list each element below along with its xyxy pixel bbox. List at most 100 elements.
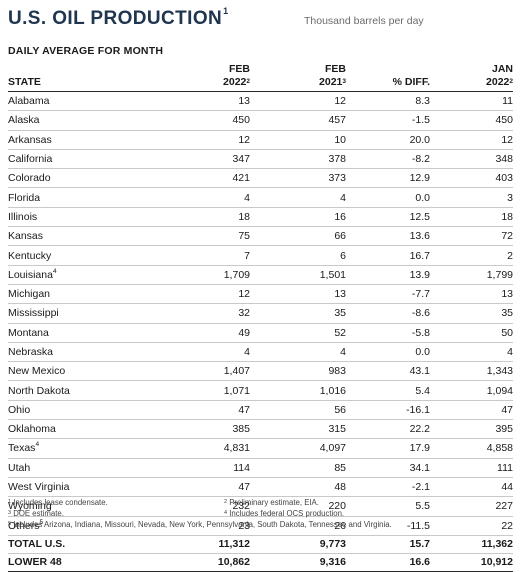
diff-cell: 43.1 xyxy=(346,361,430,382)
diff-cell: -8.6 xyxy=(346,303,430,324)
feb2021-cell: 10 xyxy=(250,130,346,150)
state-name: Florida xyxy=(8,191,41,204)
feb2021-cell: 457 xyxy=(250,110,346,131)
state-cell: Alabama xyxy=(8,91,178,112)
footnote-1: 1 Includes lease condensate. xyxy=(8,497,224,508)
state-name: Louisiana xyxy=(8,268,53,281)
state-cell: Colorado xyxy=(8,168,178,189)
footnote-5-mark: 5 xyxy=(8,521,12,527)
feb2021-cell: 315 xyxy=(250,419,346,440)
state-name: Michigan xyxy=(8,288,51,301)
col-diff-line1 xyxy=(346,62,430,76)
col-jan2022-line1: JAN xyxy=(491,63,513,75)
footnote-3-mark: 3 xyxy=(8,510,12,516)
feb2021-cell: 12 xyxy=(250,91,346,112)
diff-cell: 5.5 xyxy=(346,496,430,517)
state-name: Ohio xyxy=(8,403,31,416)
state-name: Alaska xyxy=(8,114,40,127)
state-cell: Michigan xyxy=(8,284,178,305)
footnote-line-1: 1 Includes lease condensate. 2 Preliminar… xyxy=(8,497,513,508)
feb2021-cell: 85 xyxy=(250,458,346,478)
diff-cell: 20.0 xyxy=(346,130,430,150)
footnote-3-text: DOE estimate. xyxy=(13,509,64,518)
oil-production-table-panel: U.S. OIL PRODUCTION1 Thousand barrels pe… xyxy=(8,0,513,572)
feb2021-cell: 26 xyxy=(250,516,346,536)
footnote-2-mark: 2 xyxy=(224,499,228,505)
total-feb2021: 9,773 xyxy=(250,534,346,554)
jan2022-cell: 1,094 xyxy=(430,380,513,401)
feb2022-cell: 13 xyxy=(178,91,250,112)
feb2022-cell: 421 xyxy=(178,168,250,189)
feb2021-cell: 66 xyxy=(250,226,346,247)
feb2022-cell: 385 xyxy=(178,419,250,440)
table-row: Illinois 18 16 12.5 18 xyxy=(8,207,513,228)
state-cell: Arkansas xyxy=(8,130,178,150)
footnotes: 1 Includes lease condensate. 2 Preliminar… xyxy=(8,497,513,530)
subtitle: DAILY AVERAGE FOR MONTH xyxy=(8,45,164,57)
state-name: Texas xyxy=(8,442,36,455)
footnote-2: 2 Preliminary estimate, EIA. xyxy=(224,497,484,508)
table-row: Alaska 450 457 -1.5 450 xyxy=(8,110,513,131)
total-label: TOTAL U.S. xyxy=(8,534,178,554)
jan2022-cell: 348 xyxy=(430,149,513,170)
feb2022-cell: 12 xyxy=(178,284,250,305)
col-feb2021-header: 20213 xyxy=(250,76,346,92)
state-footnote-mark: 5 xyxy=(39,518,44,526)
feb2021-cell: 16 xyxy=(250,207,346,228)
feb2021-cell: 983 xyxy=(250,361,346,382)
state-cell: California xyxy=(8,149,178,170)
state-cell: New Mexico xyxy=(8,361,178,382)
total-us-row: TOTAL U.S. 11,312 9,773 15.7 11,362 xyxy=(8,534,513,554)
col-feb2021-line1: FEB xyxy=(325,63,346,75)
state-name: Mississippi xyxy=(8,307,59,320)
col-feb2022-footnote: 2 xyxy=(246,78,250,85)
footnote-5: 5 Includes Arizona, Indiana, Missouri, N… xyxy=(8,519,392,530)
production-table: FEB FEB JAN STATE 20222 20213 % DIFF. 20… xyxy=(8,62,513,572)
total-rows: TOTAL U.S. 11,312 9,773 15.7 11,362 LOWE… xyxy=(8,534,513,572)
feb2022-cell: 1,407 xyxy=(178,361,250,382)
feb2021-cell: 4 xyxy=(250,187,346,208)
state-cell: Florida xyxy=(8,187,178,208)
state-name: Kentucky xyxy=(8,249,52,262)
col-jan2022-header: 20222 xyxy=(430,76,513,92)
footnote-1-mark: 1 xyxy=(8,499,12,505)
table-row: Kentucky 7 6 16.7 2 xyxy=(8,245,513,266)
jan2022-cell: 4,858 xyxy=(430,438,513,459)
diff-cell: 0.0 xyxy=(346,187,430,208)
feb2022-cell: 450 xyxy=(178,110,250,131)
feb2022-cell: 12 xyxy=(178,130,250,150)
jan2022-cell: 227 xyxy=(430,496,513,517)
state-footnote-mark: 4 xyxy=(35,441,40,449)
jan2022-cell: 4 xyxy=(430,342,513,363)
feb2022-cell: 47 xyxy=(178,477,250,498)
state-cell: West Virginia xyxy=(8,477,178,498)
feb2022-cell: 4 xyxy=(178,342,250,363)
state-cell: Nebraska xyxy=(8,342,178,363)
lower48-label: LOWER 48 xyxy=(8,553,178,572)
col-diff-header: % DIFF. xyxy=(346,76,430,92)
lower48-diff: 16.6 xyxy=(346,553,430,572)
jan2022-cell: 450 xyxy=(430,110,513,131)
state-cell: Alaska xyxy=(8,110,178,131)
feb2022-cell: 114 xyxy=(178,458,250,478)
table-row: Oklahoma 385 315 22.2 395 xyxy=(8,419,513,440)
jan2022-cell: 18 xyxy=(430,207,513,228)
table-row: North Dakota 1,071 1,016 5.4 1,094 xyxy=(8,380,513,401)
col-feb2022-header: 20222 xyxy=(178,76,250,92)
footnote-4-mark: 4 xyxy=(224,510,228,516)
state-cell: Texas4 xyxy=(8,438,178,459)
feb2022-cell: 47 xyxy=(178,400,250,421)
feb2022-cell: 32 xyxy=(178,303,250,324)
table-row: Colorado 421 373 12.9 403 xyxy=(8,168,513,189)
jan2022-cell: 72 xyxy=(430,226,513,247)
col-feb2022-line1: FEB xyxy=(229,63,250,75)
table-row: California 347 378 -8.2 348 xyxy=(8,149,513,170)
state-cell: Utah xyxy=(8,458,178,478)
col-feb2021-footnote: 3 xyxy=(342,78,346,85)
state-cell: Louisiana4 xyxy=(8,265,178,285)
diff-cell: 34.1 xyxy=(346,458,430,478)
state-name: Kansas xyxy=(8,230,44,243)
footnote-4: 4 Includes federal OCS production. xyxy=(224,508,484,519)
col-diff-label: % DIFF. xyxy=(392,76,430,88)
footnote-line-2: 3 DOE estimate. 4 Includes federal OCS pr… xyxy=(8,508,513,519)
